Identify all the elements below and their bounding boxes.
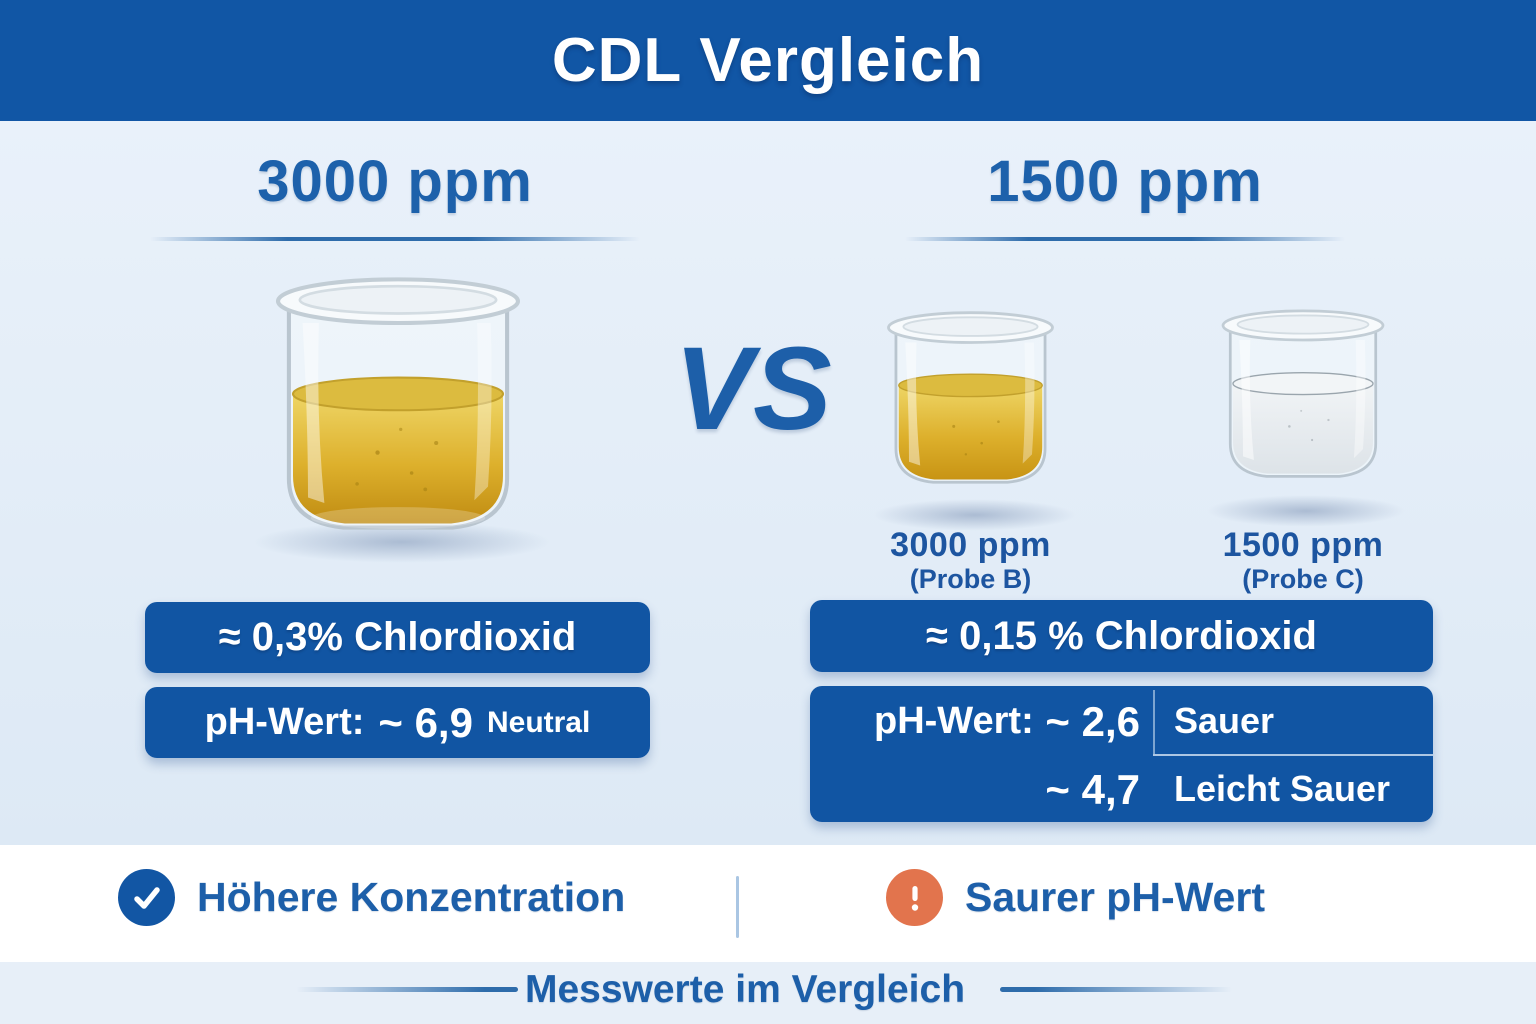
- right-concentration-box: ≈ 0,15 % Chlordioxid: [810, 600, 1433, 672]
- summary-label-ph: Saurer pH-Wert: [965, 874, 1265, 920]
- right-ph-value-2: ~ 4,7: [1045, 766, 1140, 813]
- ph-box-vertical-divider: [1153, 690, 1155, 754]
- right-concentration-text: ≈ 0,15 % Chlordioxid: [926, 613, 1317, 658]
- left-ph-value: ~ 6,9: [378, 698, 473, 746]
- left-heading: 3000 ppm: [257, 149, 533, 214]
- left-ph-status: Neutral: [486, 705, 591, 739]
- summary-label-concentration: Höhere Konzentration: [197, 874, 626, 920]
- versus-label: VS: [674, 323, 832, 455]
- right-ph-value-1: ~ 2,6: [1045, 698, 1140, 745]
- exclamation-icon: [886, 869, 943, 926]
- right-ph-status-2: Leicht Sauer: [1174, 768, 1391, 809]
- page-title: CDL Vergleich: [551, 26, 985, 95]
- left-heading-underline: [150, 237, 640, 241]
- beaker-yellow-probe-b: [887, 311, 1054, 484]
- right-ph-box: pH-Wert: ~ 2,6 Sauer ~ 4,7 Leicht Sauer: [810, 686, 1433, 822]
- ph-box-horizontal-divider: [1153, 754, 1433, 756]
- left-concentration-box: ≈ 0,3% Chlordioxid: [145, 602, 650, 673]
- summary-item-ph: Saurer pH-Wert: [886, 869, 1265, 926]
- probe-b-label: 3000 ppm: [890, 526, 1051, 564]
- right-ph-status-1: Sauer: [1174, 700, 1275, 741]
- probe-c-sublabel: (Probe C): [1242, 564, 1364, 594]
- probe-c-shadow: [1206, 495, 1406, 527]
- right-heading-underline: [905, 237, 1345, 241]
- checkmark-icon: [118, 869, 175, 926]
- right-ph-label: pH-Wert:: [874, 700, 1034, 742]
- main-comparison-area: 3000 ppm 1500 ppm VS: [0, 121, 1536, 845]
- probe-c-label: 1500 ppm: [1222, 526, 1384, 564]
- header-bar: CDL Vergleich: [0, 0, 1536, 121]
- summary-divider: [736, 876, 739, 938]
- footer-line-left: [296, 987, 518, 992]
- left-ph-box: pH-Wert: ~ 6,9 Neutral: [145, 687, 650, 758]
- footer-line-right: [1000, 987, 1232, 992]
- probe-b-sublabel: (Probe B): [909, 564, 1032, 594]
- beaker-yellow-large: [275, 277, 521, 530]
- footer-strip: Messwerte im Vergleich: [0, 962, 1536, 1024]
- left-concentration-text: ≈ 0,3% Chlordioxid: [218, 615, 577, 659]
- left-ph-label: pH-Wert:: [204, 701, 365, 743]
- summary-band: Höhere Konzentration Saurer pH-Wert: [0, 845, 1536, 962]
- right-heading: 1500 ppm: [987, 149, 1263, 214]
- footer-caption: Messwerte im Vergleich: [524, 968, 966, 1011]
- probe-b-shadow: [872, 499, 1077, 531]
- beaker-clear-probe-c: [1221, 309, 1385, 478]
- summary-item-concentration: Höhere Konzentration: [118, 869, 625, 926]
